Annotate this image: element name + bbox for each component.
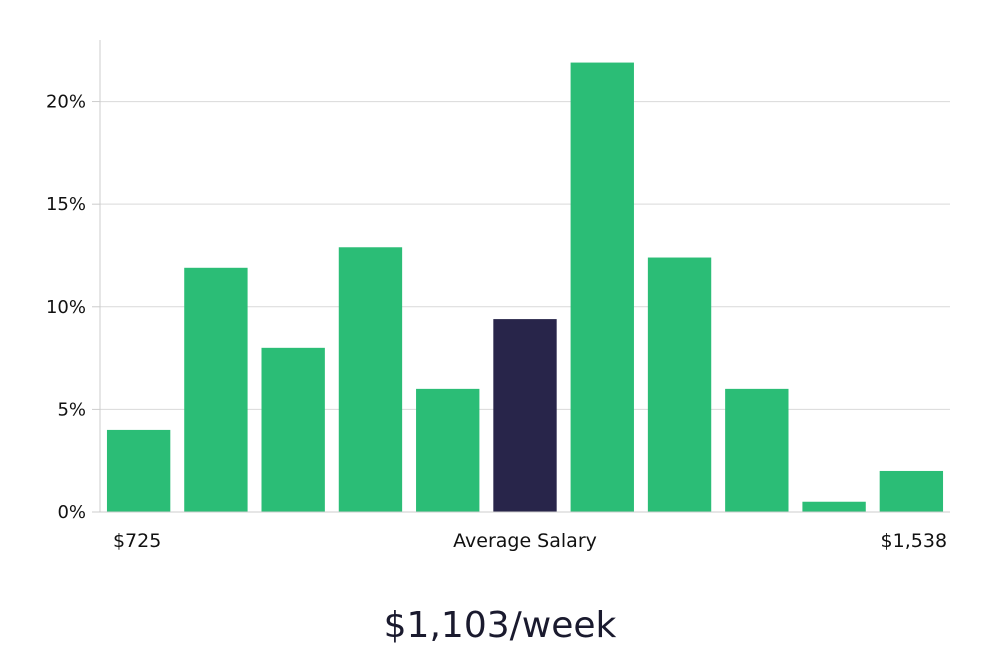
y-tick-label: 20% bbox=[46, 92, 86, 113]
y-tick-label: 0% bbox=[57, 502, 86, 523]
bar bbox=[802, 501, 866, 512]
average-salary-headline: $1,103/week bbox=[383, 605, 617, 646]
x-label-max: $1,538 bbox=[881, 530, 947, 552]
bar bbox=[570, 62, 634, 512]
bar bbox=[879, 470, 944, 512]
bar bbox=[416, 388, 480, 512]
chart-svg: 0% 5% 10% 15% 20% $725 Average Salary $1,538 bbox=[46, 40, 950, 552]
bar bbox=[338, 247, 403, 512]
y-tick-label: 5% bbox=[57, 399, 86, 420]
salary-histogram: 0% 5% 10% 15% 20% $725 Average Salary $1,538 bbox=[46, 40, 950, 552]
bar bbox=[106, 429, 171, 512]
y-tick-label: 10% bbox=[46, 297, 86, 318]
x-label-average: Average Salary bbox=[453, 530, 597, 552]
bar bbox=[184, 267, 248, 512]
bar bbox=[725, 388, 789, 512]
x-label-min: $725 bbox=[113, 530, 161, 552]
y-tick-label: 15% bbox=[46, 194, 86, 215]
bar bbox=[261, 347, 325, 512]
bar-average-salary bbox=[493, 319, 557, 512]
bar bbox=[647, 257, 712, 512]
